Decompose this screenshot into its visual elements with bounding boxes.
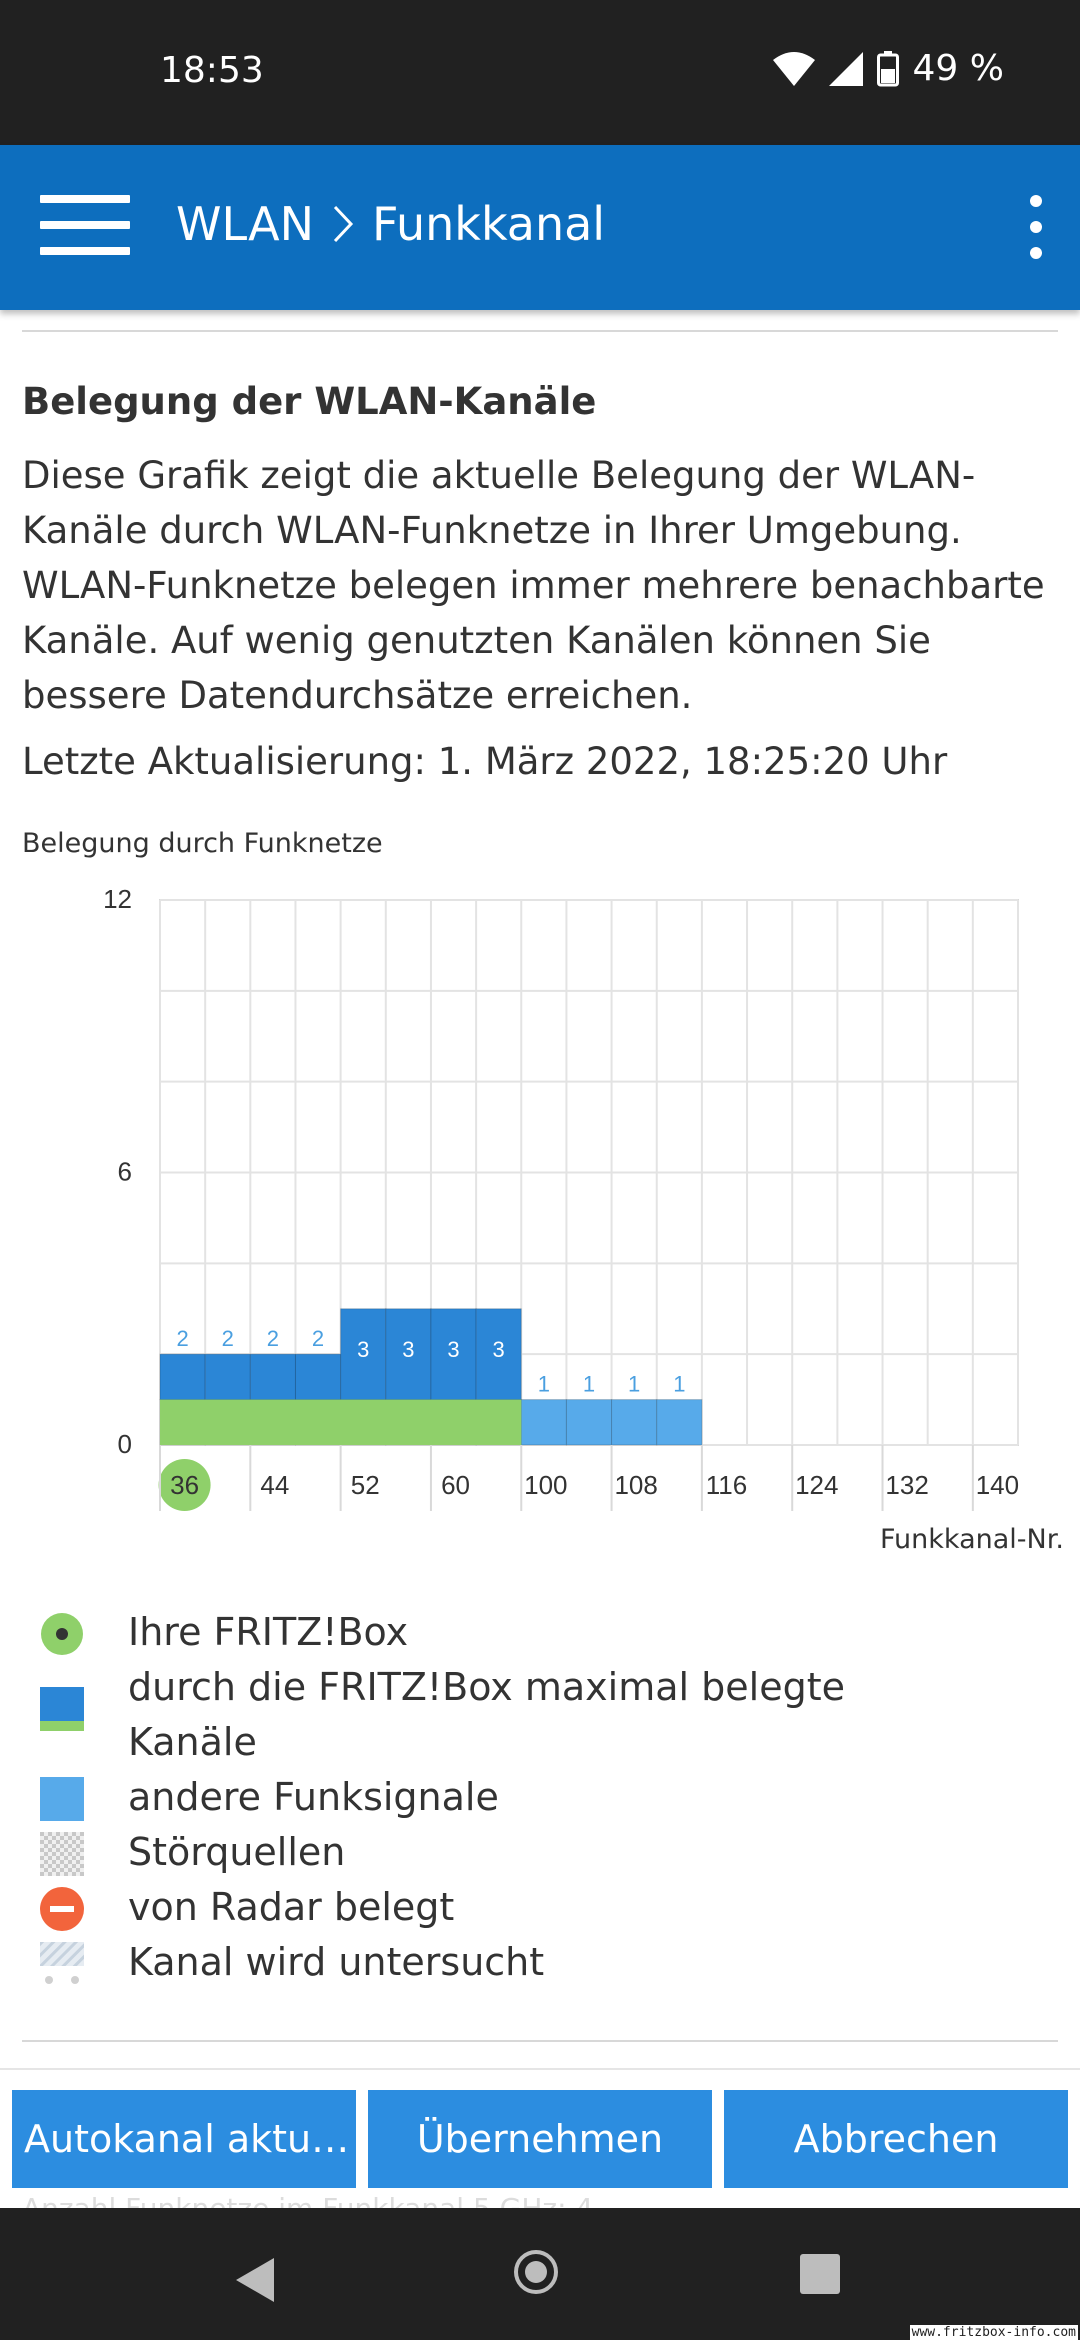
- clock: 18:53: [160, 50, 264, 91]
- fritzbox-dot-icon: [41, 1613, 83, 1655]
- fritzbox-band: [160, 1399, 522, 1445]
- recent-apps-icon[interactable]: [800, 2254, 840, 2294]
- legend-label: von Radar belegt: [128, 1885, 455, 1929]
- bar-segment: [430, 1308, 477, 1401]
- bar-segment: [294, 1353, 342, 1401]
- legend-label: Ihre FRITZ!Box: [128, 1610, 409, 1654]
- x-tick-label: 124: [795, 1470, 838, 1500]
- legend-label: Störquellen: [128, 1830, 346, 1874]
- status-icons: 49 %: [772, 48, 1004, 89]
- page-title: Funkkanal: [372, 197, 606, 251]
- cancel-button[interactable]: Abbrechen: [724, 2090, 1068, 2188]
- menu-icon[interactable]: [40, 195, 130, 259]
- fritzbox-channel-marker: [158, 1459, 211, 1511]
- data-label: 2: [312, 1326, 324, 1351]
- data-label: 3: [357, 1337, 369, 1362]
- max-channels-icon: [40, 1687, 84, 1731]
- x-tick-label: 116: [706, 1470, 747, 1500]
- x-tick-label: 108: [614, 1470, 657, 1500]
- x-tick-label: 44: [260, 1470, 289, 1500]
- chevron-right-icon: [333, 205, 354, 243]
- apply-button[interactable]: Übernehmen: [368, 2090, 712, 2188]
- x-tick-label: 140: [976, 1470, 1019, 1500]
- bar-segment: [249, 1353, 296, 1401]
- chart-x-label: Funkkanal-Nr.: [880, 1524, 1064, 1555]
- data-label: 1: [583, 1372, 595, 1397]
- data-label: 2: [222, 1326, 234, 1351]
- x-tick-label: 60: [441, 1470, 470, 1500]
- app-bar: WLAN Funkkanal: [0, 145, 1080, 310]
- x-tick-label: 36: [170, 1470, 199, 1500]
- bar-segment: [475, 1308, 522, 1401]
- legend-label: durch die FRITZ!Box maximal belegte: [128, 1665, 845, 1709]
- watermark: www.fritzbox-info.com: [909, 2325, 1078, 2340]
- radar-icon: [40, 1887, 84, 1931]
- bar-segment: [204, 1353, 251, 1401]
- bar-segment: [656, 1399, 703, 1446]
- data-label: 2: [267, 1326, 279, 1351]
- breadcrumb: WLAN Funkkanal: [176, 197, 605, 251]
- scanning-icon: [40, 1942, 84, 1984]
- chart-y-label: Belegung durch Funknetze: [22, 828, 383, 859]
- other-signals-icon: [40, 1777, 84, 1821]
- system-nav-bar: [0, 2208, 1080, 2340]
- bar-segment: [611, 1399, 658, 1446]
- x-tick-label: 132: [885, 1470, 928, 1500]
- bar-segment: [385, 1308, 432, 1401]
- back-icon[interactable]: [236, 2258, 274, 2302]
- data-label: 1: [538, 1372, 550, 1397]
- divider: [22, 330, 1058, 332]
- bar-segment: [159, 1353, 206, 1401]
- legend-label: andere Funksignale: [128, 1775, 499, 1819]
- wifi-icon: [772, 51, 815, 86]
- channel-chart: 2 2 2 2 3 3 3 3 1 1 1 1 0 6 12 36 44 52 60 100 108 116 124 132 1…: [103, 884, 1019, 1511]
- section-description: Diese Grafik zeigt die aktuelle Belegung…: [22, 454, 1045, 717]
- data-label: 1: [628, 1372, 640, 1397]
- breadcrumb-section[interactable]: WLAN: [176, 197, 315, 251]
- more-options-icon[interactable]: [1016, 195, 1056, 259]
- bar-segment: [340, 1308, 387, 1401]
- last-update-text: Letzte Aktualisierung: 1. März 2022, 18:…: [22, 740, 948, 783]
- legend-label: Kanal wird untersucht: [128, 1940, 545, 1984]
- section-heading: Belegung der WLAN-Kanäle: [22, 380, 597, 423]
- data-label: 3: [447, 1337, 459, 1362]
- legend-label-continued: Kanäle: [128, 1720, 257, 1764]
- x-tick-label: 100: [524, 1470, 567, 1500]
- data-label: 1: [673, 1372, 685, 1397]
- battery-icon: [876, 50, 899, 86]
- data-label: 3: [493, 1337, 505, 1362]
- battery-level: 49 %: [912, 48, 1004, 89]
- status-bar: 18:53 49 %: [0, 0, 1080, 145]
- bar-segment: [520, 1399, 567, 1446]
- y-tick-label: 12: [103, 884, 132, 914]
- data-label: 2: [176, 1326, 188, 1351]
- data-label: 3: [402, 1337, 414, 1362]
- y-tick-label: 6: [118, 1157, 132, 1187]
- cell-signal-icon: [828, 51, 863, 86]
- bar-segment: [565, 1399, 613, 1446]
- x-tick-label: 52: [351, 1470, 380, 1500]
- home-icon[interactable]: [514, 2250, 558, 2294]
- y-tick-label: 0: [118, 1429, 132, 1459]
- autochannel-button[interactable]: Autokanal aktu…: [12, 2090, 356, 2188]
- interference-icon: [40, 1832, 84, 1876]
- divider: [22, 2040, 1058, 2042]
